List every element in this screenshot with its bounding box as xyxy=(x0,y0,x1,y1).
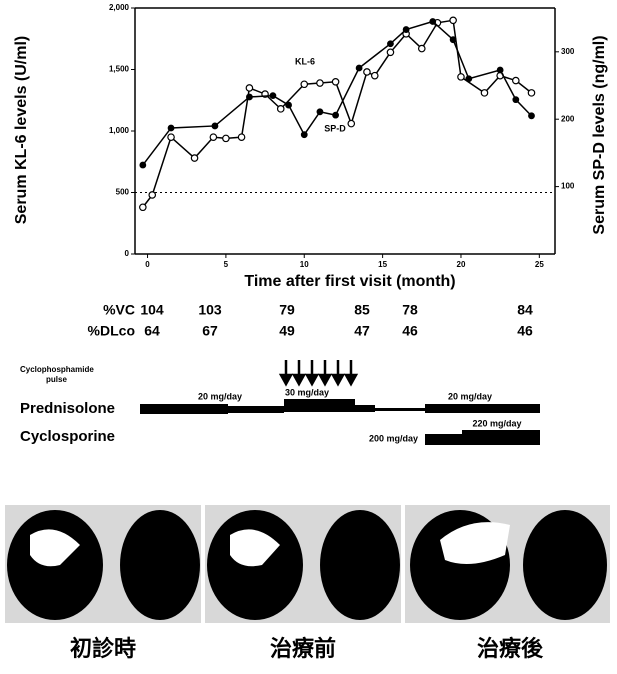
dose-label: 20 mg/day xyxy=(448,391,492,401)
point xyxy=(168,125,174,131)
dose-label: 220 mg/day xyxy=(472,418,521,428)
point xyxy=(246,85,252,91)
dose-label: 30 mg/day xyxy=(285,387,329,397)
point xyxy=(388,41,394,47)
y-tick-label: 1,500 xyxy=(109,65,130,74)
y-tick-label: 2,000 xyxy=(109,3,130,12)
point xyxy=(387,49,393,55)
pulse-label: pulse xyxy=(46,375,67,384)
y-axis-label: Serum KL-6 levels (U/ml) xyxy=(13,36,30,225)
lung xyxy=(320,510,400,620)
point xyxy=(372,72,378,78)
cell: 49 xyxy=(279,323,295,339)
point xyxy=(419,45,425,51)
cell: 85 xyxy=(354,302,370,318)
x-tick-label: 10 xyxy=(300,260,309,269)
pulse-label: Cyclophosphamide xyxy=(20,365,94,374)
point xyxy=(223,135,229,141)
point xyxy=(212,123,218,129)
point xyxy=(210,134,216,140)
cell: 103 xyxy=(198,302,222,318)
row-label: %VC xyxy=(103,302,135,318)
point xyxy=(481,90,487,96)
point xyxy=(317,109,323,115)
point xyxy=(168,134,174,140)
point xyxy=(403,27,409,33)
point xyxy=(528,90,534,96)
cell: 46 xyxy=(402,323,418,339)
pulse-arrows xyxy=(281,360,356,384)
lung xyxy=(120,510,200,620)
cell: 64 xyxy=(144,323,160,339)
point xyxy=(191,155,197,161)
point xyxy=(430,19,436,25)
point xyxy=(466,76,472,82)
y2-axis-label: Serum SP-D levels (ng/ml) xyxy=(591,35,608,234)
x-tick-label: 15 xyxy=(378,260,387,269)
point xyxy=(356,65,362,71)
figure: Serum KL-6 levels (U/ml) Serum SP-D leve… xyxy=(0,0,617,669)
cell: 79 xyxy=(279,302,295,318)
image-caption: 初診時 xyxy=(70,636,136,661)
point xyxy=(332,79,338,85)
lung xyxy=(523,510,607,620)
ct-images: 初診時 治療前 治療後 xyxy=(5,505,610,661)
point xyxy=(458,74,464,80)
cell: 46 xyxy=(517,323,533,339)
y-tick-label: 1,000 xyxy=(109,126,130,135)
y2-tick-label: 300 xyxy=(561,47,575,56)
x-axis-label: Time after first visit (month) xyxy=(244,273,455,290)
point xyxy=(513,97,519,103)
series-label: SP-D xyxy=(324,123,346,133)
point xyxy=(497,67,503,73)
y2-tick-label: 100 xyxy=(561,182,575,191)
point xyxy=(140,204,146,210)
point xyxy=(348,120,354,126)
treatment: Cyclophosphamide pulse Prednisolone 20 m… xyxy=(20,360,540,445)
x-tick-label: 20 xyxy=(457,260,466,269)
y2-tick-label: 200 xyxy=(561,114,575,123)
cell: 78 xyxy=(402,302,418,318)
cell: 104 xyxy=(140,302,164,318)
point xyxy=(278,106,284,112)
point xyxy=(286,102,292,108)
prednisolone-label: Prednisolone xyxy=(20,400,115,417)
y-tick-label: 0 xyxy=(125,249,130,258)
cyclosporine-bar xyxy=(425,430,540,445)
point xyxy=(247,94,253,100)
x-tick-label: 5 xyxy=(224,260,229,269)
point xyxy=(364,69,370,75)
cell: 67 xyxy=(202,323,218,339)
cell: 47 xyxy=(354,323,370,339)
point xyxy=(529,113,535,119)
point xyxy=(140,162,146,168)
series-label: KL-6 xyxy=(295,56,315,66)
dose-label: 20 mg/day xyxy=(198,391,242,401)
series-line xyxy=(143,21,532,165)
point xyxy=(333,112,339,118)
image-caption: 治療後 xyxy=(477,636,544,661)
point xyxy=(450,17,456,23)
point xyxy=(450,37,456,43)
point xyxy=(301,132,307,138)
point xyxy=(513,77,519,83)
point xyxy=(317,80,323,86)
point xyxy=(149,192,155,198)
cyclosporine-label: Cyclosporine xyxy=(20,428,115,445)
image-caption: 治療前 xyxy=(270,636,336,661)
point xyxy=(270,93,276,99)
point xyxy=(301,81,307,87)
x-tick-label: 0 xyxy=(145,260,150,269)
y-tick-label: 500 xyxy=(116,188,130,197)
dose-label: 200 mg/day xyxy=(369,433,418,443)
row-label: %DLco xyxy=(88,323,135,339)
x-tick-label: 25 xyxy=(535,260,544,269)
point xyxy=(238,134,244,140)
cell: 84 xyxy=(517,302,533,318)
